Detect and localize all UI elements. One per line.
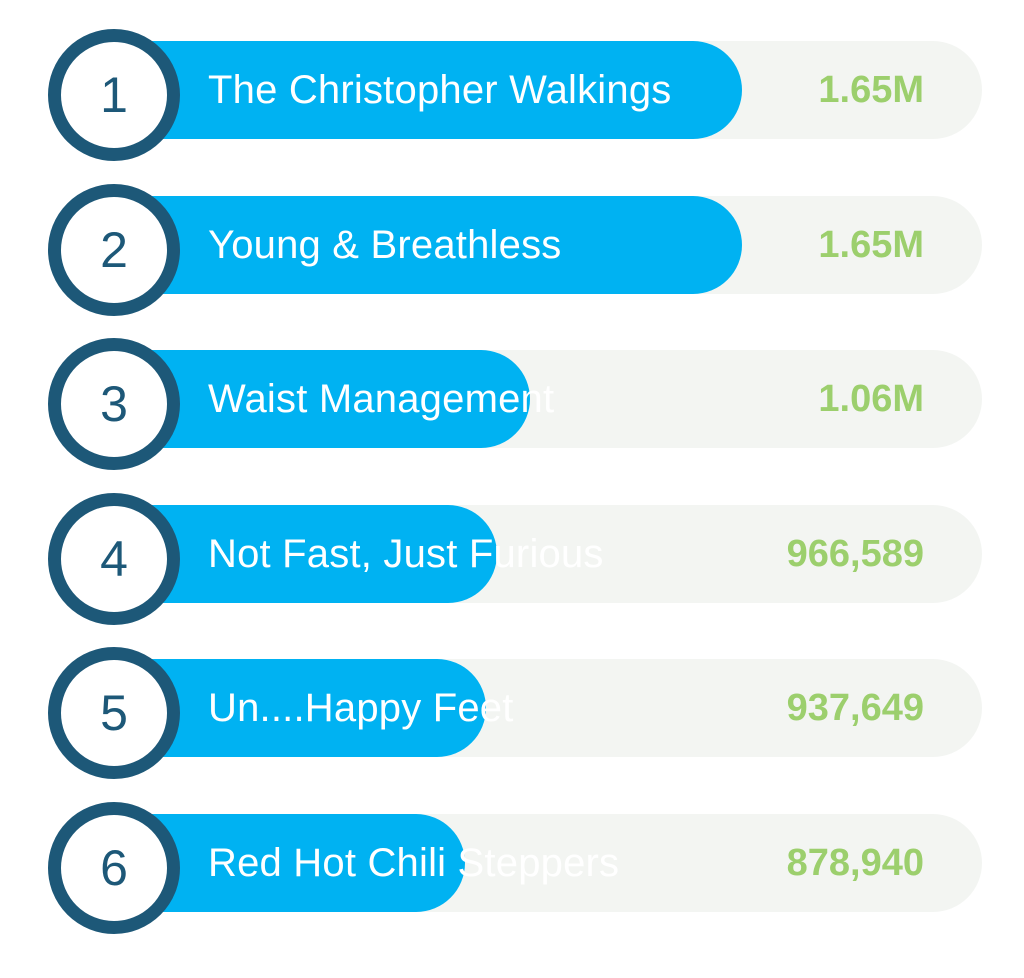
ranking-row: The Christopher Walkings 1.65M 1: [0, 0, 1024, 161]
bar: [150, 504, 497, 603]
value-label: 1.65M: [818, 69, 924, 111]
value-label: 966,589: [786, 532, 924, 575]
value-label: 1.06M: [818, 378, 924, 420]
category-label: The Christopher Walkings: [208, 68, 672, 112]
ranking-row: Not Fast, Just Furious 966,589 4: [0, 464, 1024, 625]
value-label: 878,940: [786, 841, 924, 884]
rank-number: 2: [100, 221, 128, 278]
value-label: 1.65M: [818, 223, 924, 266]
value-label: 937,649: [786, 687, 924, 729]
bar: [150, 195, 742, 294]
rank-badge: 3: [48, 338, 180, 470]
rank-number: 3: [100, 376, 128, 432]
rank-badge: 6: [48, 801, 180, 934]
rank-badge: 1: [48, 29, 180, 161]
ranking-row: Un....Happy Feet 937,649 5: [0, 618, 1024, 779]
category-label: Not Fast, Just Furious: [208, 531, 604, 576]
category-label: Red Hot Chili Steppers: [208, 840, 620, 885]
rank-badge: 5: [48, 647, 180, 779]
rank-number: 1: [100, 67, 128, 123]
category-label: Young & Breathless: [208, 222, 562, 267]
rank-number: 4: [100, 530, 128, 587]
bar: [150, 350, 530, 448]
bar: [150, 41, 742, 139]
rank-badge: 2: [48, 183, 180, 316]
bar: [150, 659, 486, 757]
category-label: Un....Happy Feet: [208, 686, 514, 730]
rank-number: 5: [100, 685, 128, 741]
rank-badge: 4: [48, 492, 180, 625]
ranking-row: Red Hot Chili Steppers 878,940 6: [0, 773, 1024, 934]
ranking-row: Waist Management 1.06M 3: [0, 309, 1024, 470]
ranking-row: Young & Breathless 1.65M 2: [0, 155, 1024, 316]
bar: [150, 813, 465, 912]
rank-number: 6: [100, 839, 128, 896]
category-label: Waist Management: [208, 377, 555, 421]
